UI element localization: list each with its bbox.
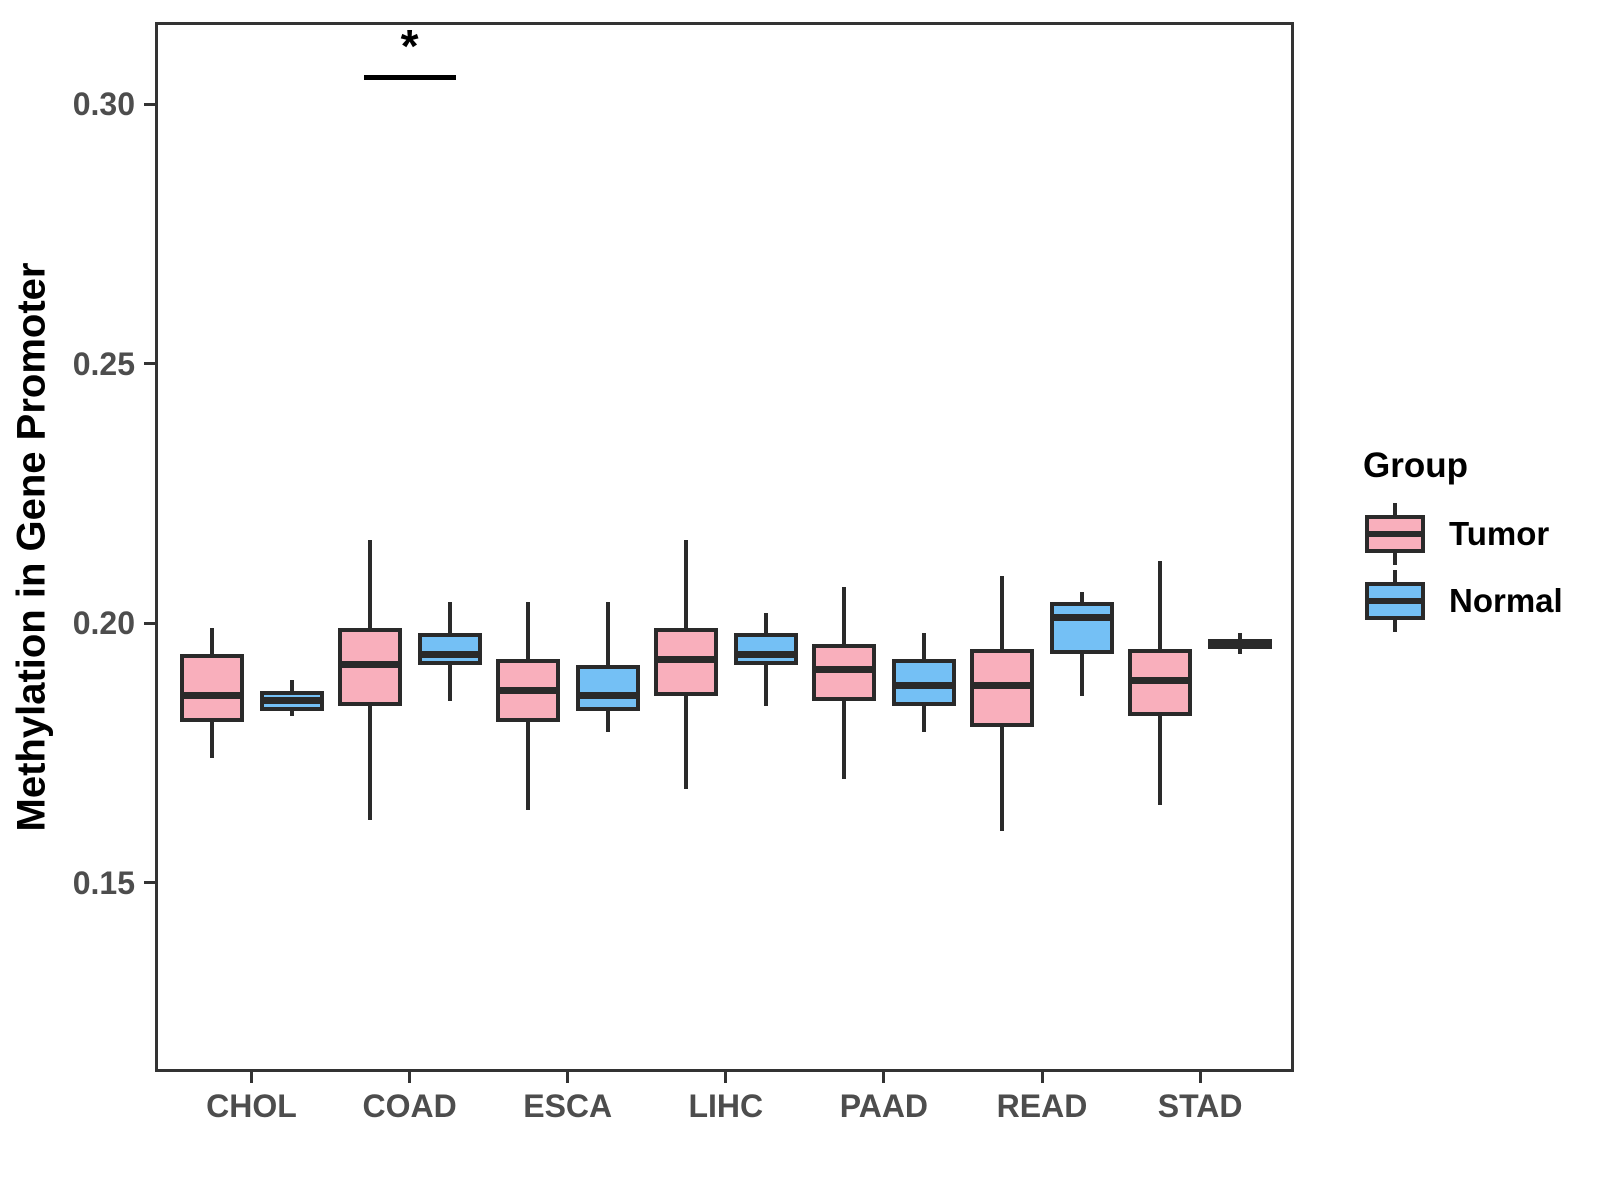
x-tick-label-coad: COAD	[362, 1088, 457, 1124]
median-tumor-box-stad	[1132, 676, 1189, 684]
significance-star: *	[400, 20, 419, 73]
x-tick-mark	[1040, 1072, 1044, 1083]
y-tick-label: 0.25	[72, 345, 135, 382]
median-normal-box-coad	[421, 650, 478, 658]
y-tick-mark	[144, 621, 155, 625]
x-tick-label-lihc: LIHC	[688, 1088, 764, 1124]
legend-title: Group	[1363, 446, 1468, 485]
x-tick-mark	[724, 1072, 728, 1083]
normal-box-esca	[575, 664, 640, 712]
x-tick-label-paad: PAAD	[839, 1088, 929, 1124]
x-tick-mark	[882, 1072, 886, 1083]
legend: Group Tumor Normal	[1363, 446, 1563, 634]
legend-label-tumor: Tumor	[1449, 514, 1550, 552]
normal-box-stad	[1208, 638, 1273, 649]
tumor-box-chol	[179, 654, 244, 722]
y-tick-mark	[144, 102, 155, 106]
x-tick-label-stad: STAD	[1157, 1088, 1243, 1124]
plot-panel	[155, 22, 1294, 1072]
legend-label-normal: Normal	[1449, 581, 1563, 619]
median-tumor-box-lihc	[657, 655, 714, 663]
normal-boxplot-key-icon	[1363, 569, 1427, 632]
x-tick-mark	[250, 1072, 253, 1083]
median-tumor-box-esca	[499, 687, 556, 694]
tumor-box-paad	[811, 643, 876, 701]
normal-box-chol	[259, 690, 324, 712]
significance-line	[363, 75, 456, 81]
median-tumor-box-paad	[815, 666, 872, 674]
y-tick-mark	[144, 362, 155, 366]
median-normal-box-lihc	[737, 650, 794, 658]
y-tick-label: 0.20	[72, 605, 135, 642]
x-tick-mark	[1198, 1072, 1202, 1083]
median-tumor-box-chol	[183, 692, 240, 700]
tumor-boxplot-key-icon	[1363, 502, 1427, 565]
x-tick-mark	[408, 1072, 412, 1083]
median-tumor-box-read	[974, 681, 1030, 689]
median-normal-box-stad	[1212, 642, 1269, 645]
normal-box-coad	[417, 633, 482, 665]
y-tick-label: 0.30	[72, 86, 135, 122]
x-tick-label-chol: CHOL	[206, 1088, 297, 1124]
median-normal-box-esca	[579, 692, 636, 700]
median-normal-box-chol	[263, 697, 320, 705]
median-normal-box-paad	[895, 681, 952, 689]
legend-item-normal: Normal	[1363, 567, 1563, 634]
tumor-box-read	[970, 648, 1034, 727]
x-tick-label-read: READ	[996, 1088, 1088, 1124]
tumor-box-stad	[1128, 648, 1193, 717]
x-tick-label-esca: ESCA	[523, 1088, 613, 1124]
y-tick-mark	[144, 881, 155, 885]
normal-box-read	[1050, 602, 1114, 655]
legend-item-tumor: Tumor	[1363, 500, 1563, 567]
tumor-box-esca	[495, 659, 560, 722]
median-tumor-box-coad	[341, 661, 398, 669]
tumor-box-coad	[337, 628, 402, 707]
normal-box-lihc	[733, 633, 798, 665]
y-tick-label: 0.15	[72, 864, 135, 901]
normal-box-paad	[891, 659, 956, 707]
x-tick-mark	[566, 1072, 570, 1083]
tumor-box-lihc	[653, 628, 718, 696]
median-normal-box-read	[1054, 614, 1110, 622]
